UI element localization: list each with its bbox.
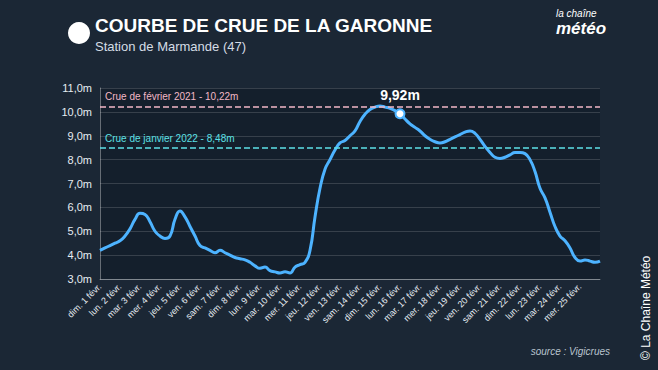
svg-text:source : Vigicrues: source : Vigicrues	[531, 346, 610, 357]
svg-text:dim. 8 févr.: dim. 8 févr.	[205, 281, 244, 320]
svg-text:météo: météo	[556, 19, 606, 38]
svg-text:dim. 22 févr.: dim. 22 févr.	[481, 281, 524, 324]
svg-text:ven. 20 févr.: ven. 20 févr.	[441, 281, 484, 324]
svg-text:mar. 10 févr.: mar. 10 févr.	[241, 281, 284, 324]
svg-text:9,92m: 9,92m	[380, 87, 420, 103]
svg-text:9,0m: 9,0m	[68, 130, 92, 142]
svg-text:© La Chaîne Météo: © La Chaîne Météo	[639, 255, 653, 360]
svg-text:6,0m: 6,0m	[68, 201, 92, 213]
svg-text:mar. 24 févr.: mar. 24 févr.	[521, 281, 564, 324]
svg-text:lun. 16 févr.: lun. 16 févr.	[363, 281, 404, 322]
svg-text:la chaîne: la chaîne	[556, 8, 597, 19]
svg-text:11,0m: 11,0m	[62, 82, 92, 94]
svg-text:mer. 18 févr.: mer. 18 févr.	[401, 281, 444, 324]
svg-text:jeu. 19 févr.: jeu. 19 févr.	[423, 281, 464, 322]
svg-text:sam. 7 févr.: sam. 7 févr.	[183, 281, 224, 322]
svg-text:mer. 11 févr.: mer. 11 févr.	[262, 281, 304, 323]
svg-text:mer. 4 févr.: mer. 4 févr.	[125, 281, 164, 320]
svg-text:dim. 15 févr.: dim. 15 févr.	[341, 281, 384, 324]
svg-text:7,0m: 7,0m	[68, 178, 92, 190]
svg-text:jeu. 5 févr.: jeu. 5 févr.	[147, 281, 184, 318]
svg-text:Crue de janvier 2022 - 8,48m: Crue de janvier 2022 - 8,48m	[105, 133, 235, 144]
svg-text:jeu. 12 févr.: jeu. 12 févr.	[283, 281, 324, 322]
svg-text:ven. 6 févr.: ven. 6 févr.	[165, 281, 204, 320]
svg-text:Crue de février 2021 - 10,22m: Crue de février 2021 - 10,22m	[105, 91, 238, 102]
svg-text:mer. 25 févr.: mer. 25 févr.	[542, 281, 584, 323]
svg-text:8,0m: 8,0m	[68, 154, 92, 166]
svg-text:10,0m: 10,0m	[61, 106, 92, 118]
svg-text:lun. 9 févr.: lun. 9 févr.	[227, 281, 264, 318]
svg-text:lun. 2 févr.: lun. 2 févr.	[87, 281, 124, 318]
svg-text:Station de Marmande (47): Station de Marmande (47)	[95, 39, 246, 54]
svg-text:3,0m: 3,0m	[68, 273, 92, 285]
svg-text:lun. 23 févr.: lun. 23 févr.	[503, 281, 544, 322]
svg-text:dim. 1 févr.: dim. 1 févr.	[65, 281, 104, 320]
svg-text:ven. 13 févr.: ven. 13 févr.	[301, 281, 344, 324]
svg-text:COURBE DE CRUE DE LA GARONNE: COURBE DE CRUE DE LA GARONNE	[95, 15, 432, 36]
svg-text:mar. 17 févr.: mar. 17 févr.	[381, 281, 424, 324]
svg-text:sam. 21 févr.: sam. 21 févr.	[460, 281, 504, 325]
svg-text:sam. 14 févr.: sam. 14 févr.	[320, 281, 364, 325]
svg-text:mar. 3 févr.: mar. 3 févr.	[105, 281, 144, 320]
svg-text:5,0m: 5,0m	[68, 225, 92, 237]
svg-text:4,0m: 4,0m	[68, 249, 92, 261]
